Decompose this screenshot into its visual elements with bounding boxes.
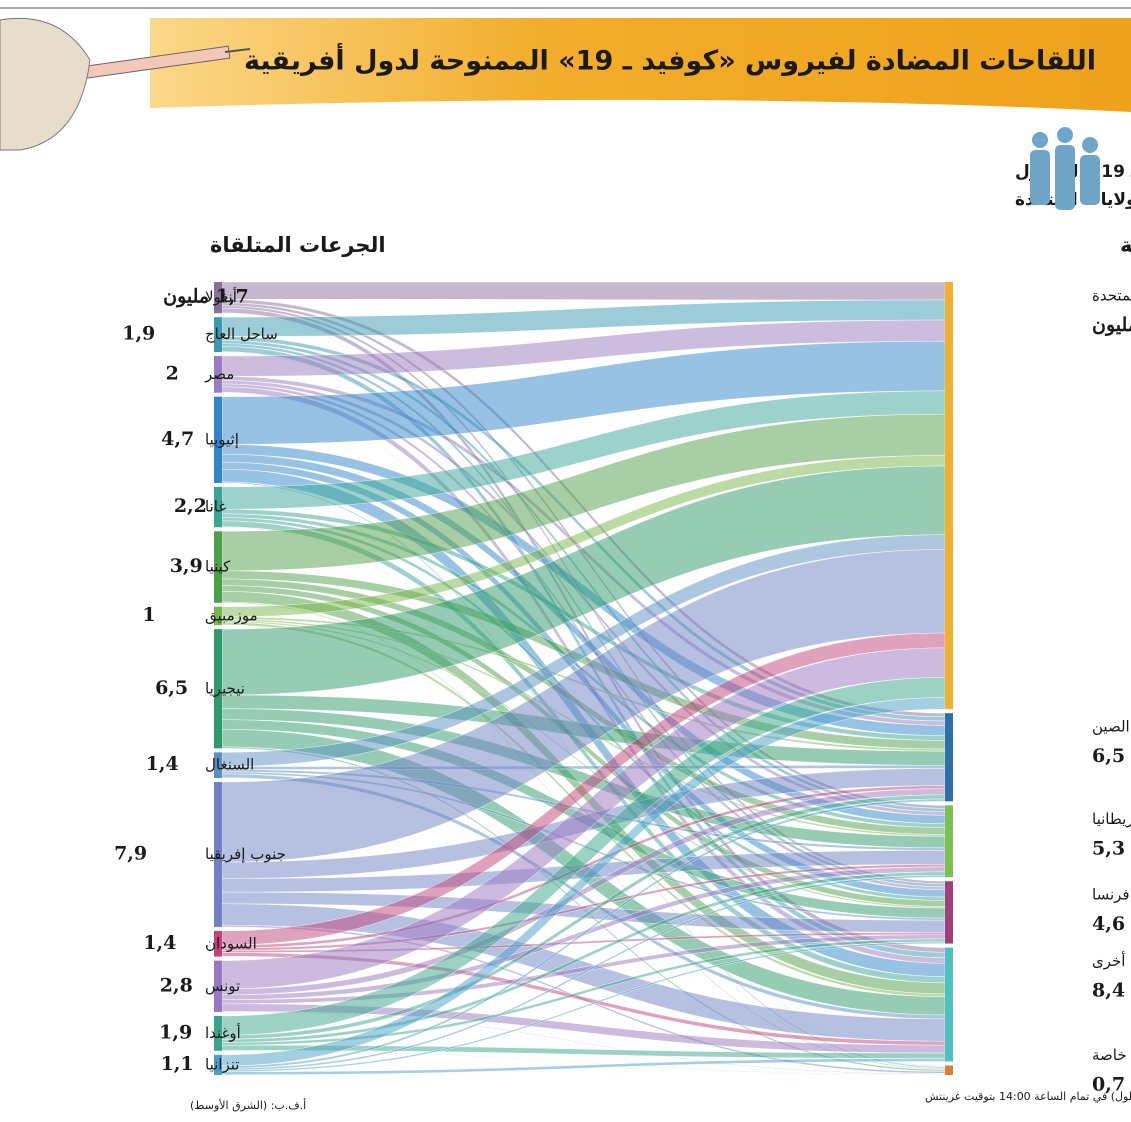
recipient-name: السودان <box>205 934 257 952</box>
recipient-name: السنغال <box>205 756 254 774</box>
recipient-value: 3,9 <box>170 555 203 577</box>
recipient-name: تونس <box>205 977 240 995</box>
recipient-name: كينيا <box>205 558 231 576</box>
donor-name: بريطانيا <box>1092 810 1131 828</box>
recipient-value: 1,4 <box>146 753 179 775</box>
donor-name: فرنسا <box>1092 886 1130 904</box>
recipient-name: نيجيريا <box>205 679 245 697</box>
flow <box>222 765 945 769</box>
recipient-name: تنزانيا <box>205 1055 239 1073</box>
donor-node <box>945 881 953 943</box>
left-header: الجرعات المتلقاة <box>210 233 386 257</box>
recipient-value: 1,4 <box>143 932 176 954</box>
chart-title: اللقاحات المضادة لفيروس «كوفيد ـ 19» الم… <box>244 43 1096 77</box>
recipient-value: 7,9 <box>114 842 147 864</box>
recipient-name: موزمبيق <box>205 606 258 624</box>
donor-value: 31,5 مليون <box>1092 314 1131 336</box>
credit: أ.ف.ب: (الشرق الأوسط) <box>190 1098 306 1112</box>
donor-value: 6,5 <box>1092 745 1125 767</box>
donor-node <box>945 1066 953 1075</box>
infographic: اللقاحات المضادة لفيروس «كوفيد ـ 19» الم… <box>0 0 1131 1122</box>
recipient-value: 1 <box>142 604 155 626</box>
donor-name: الولايات المتحدة <box>1092 287 1131 305</box>
right-header: الجرعات الممنوحة <box>1120 233 1131 257</box>
recipient-name: مصر <box>204 365 234 383</box>
recipient-value: 2,8 <box>160 974 193 996</box>
donor-node <box>945 948 953 1062</box>
donor-node <box>945 282 953 709</box>
recipient-value: 1,7 مليون <box>163 286 249 308</box>
recipient-value: 2,2 <box>174 495 207 517</box>
recipient-name: إثيوبيا <box>205 430 239 448</box>
recipient-value: 1,9 <box>159 1021 192 1043</box>
people-icon <box>1030 127 1100 210</box>
recipient-value: 2 <box>166 362 179 384</box>
flows <box>222 282 945 1075</box>
recipient-value: 1,1 <box>161 1053 194 1075</box>
donor-name: مؤسسات خاصة <box>1092 1046 1131 1064</box>
donor-name: الصين <box>1092 718 1130 736</box>
donor-value: 8,4 <box>1092 980 1125 1002</box>
donor-value: 4,6 <box>1092 913 1125 935</box>
recipient-name: ساحل العاج <box>205 325 278 344</box>
recipient-value: 1,9 <box>122 323 155 345</box>
recipient-name: أوغندا <box>205 1023 241 1042</box>
recipient-name: غانا <box>205 498 226 516</box>
recipient-value: 4,7 <box>161 428 194 450</box>
donor-node <box>945 805 953 877</box>
donor-name: دول أخرى <box>1092 951 1131 970</box>
recipient-value: 6,5 <box>155 677 188 699</box>
donor-node <box>945 713 953 801</box>
donor-value: 5,3 <box>1092 837 1125 859</box>
flow <box>222 282 945 300</box>
donor-value: 0,7 <box>1092 1074 1125 1096</box>
recipient-name: جنوب إفريقيا <box>205 845 286 863</box>
